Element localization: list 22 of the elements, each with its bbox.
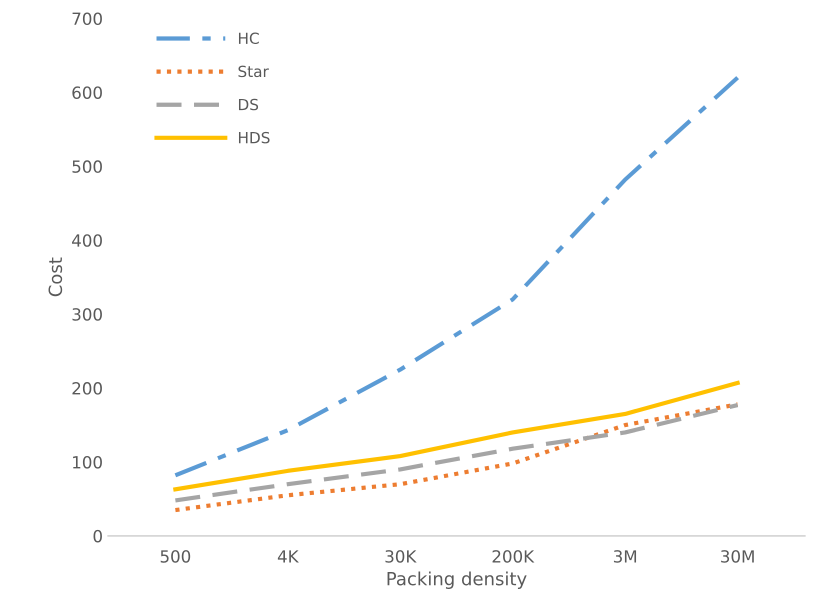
legend-label: HDS bbox=[238, 132, 270, 144]
x-tick-label: 3M bbox=[614, 550, 636, 563]
y-tick-label: 600 bbox=[72, 86, 102, 99]
y-tick-label: 400 bbox=[72, 234, 102, 247]
y-tick-label: 500 bbox=[72, 160, 102, 173]
line-series bbox=[173, 76, 740, 478]
legend-label: HC bbox=[238, 32, 259, 44]
y-tick-label: 300 bbox=[72, 308, 102, 321]
x-axis-title: Packing density bbox=[388, 571, 527, 589]
y-tick-label: 0 bbox=[94, 530, 102, 542]
y-axis-title: Cost bbox=[48, 258, 62, 296]
x-tick-label: 30M bbox=[721, 550, 754, 563]
legend-label: Star bbox=[238, 66, 269, 78]
x-tick-label: 4K bbox=[278, 550, 299, 562]
line-series bbox=[173, 380, 740, 492]
y-tick-label: 200 bbox=[72, 382, 102, 395]
x-tick-label: 200K bbox=[492, 550, 534, 563]
y-tick-label: 700 bbox=[72, 12, 102, 26]
legend-label: DS bbox=[238, 98, 258, 110]
y-tick-label: 100 bbox=[73, 456, 102, 469]
x-tick-label: 500 bbox=[160, 550, 190, 563]
x-tick-label: 30K bbox=[385, 550, 417, 563]
